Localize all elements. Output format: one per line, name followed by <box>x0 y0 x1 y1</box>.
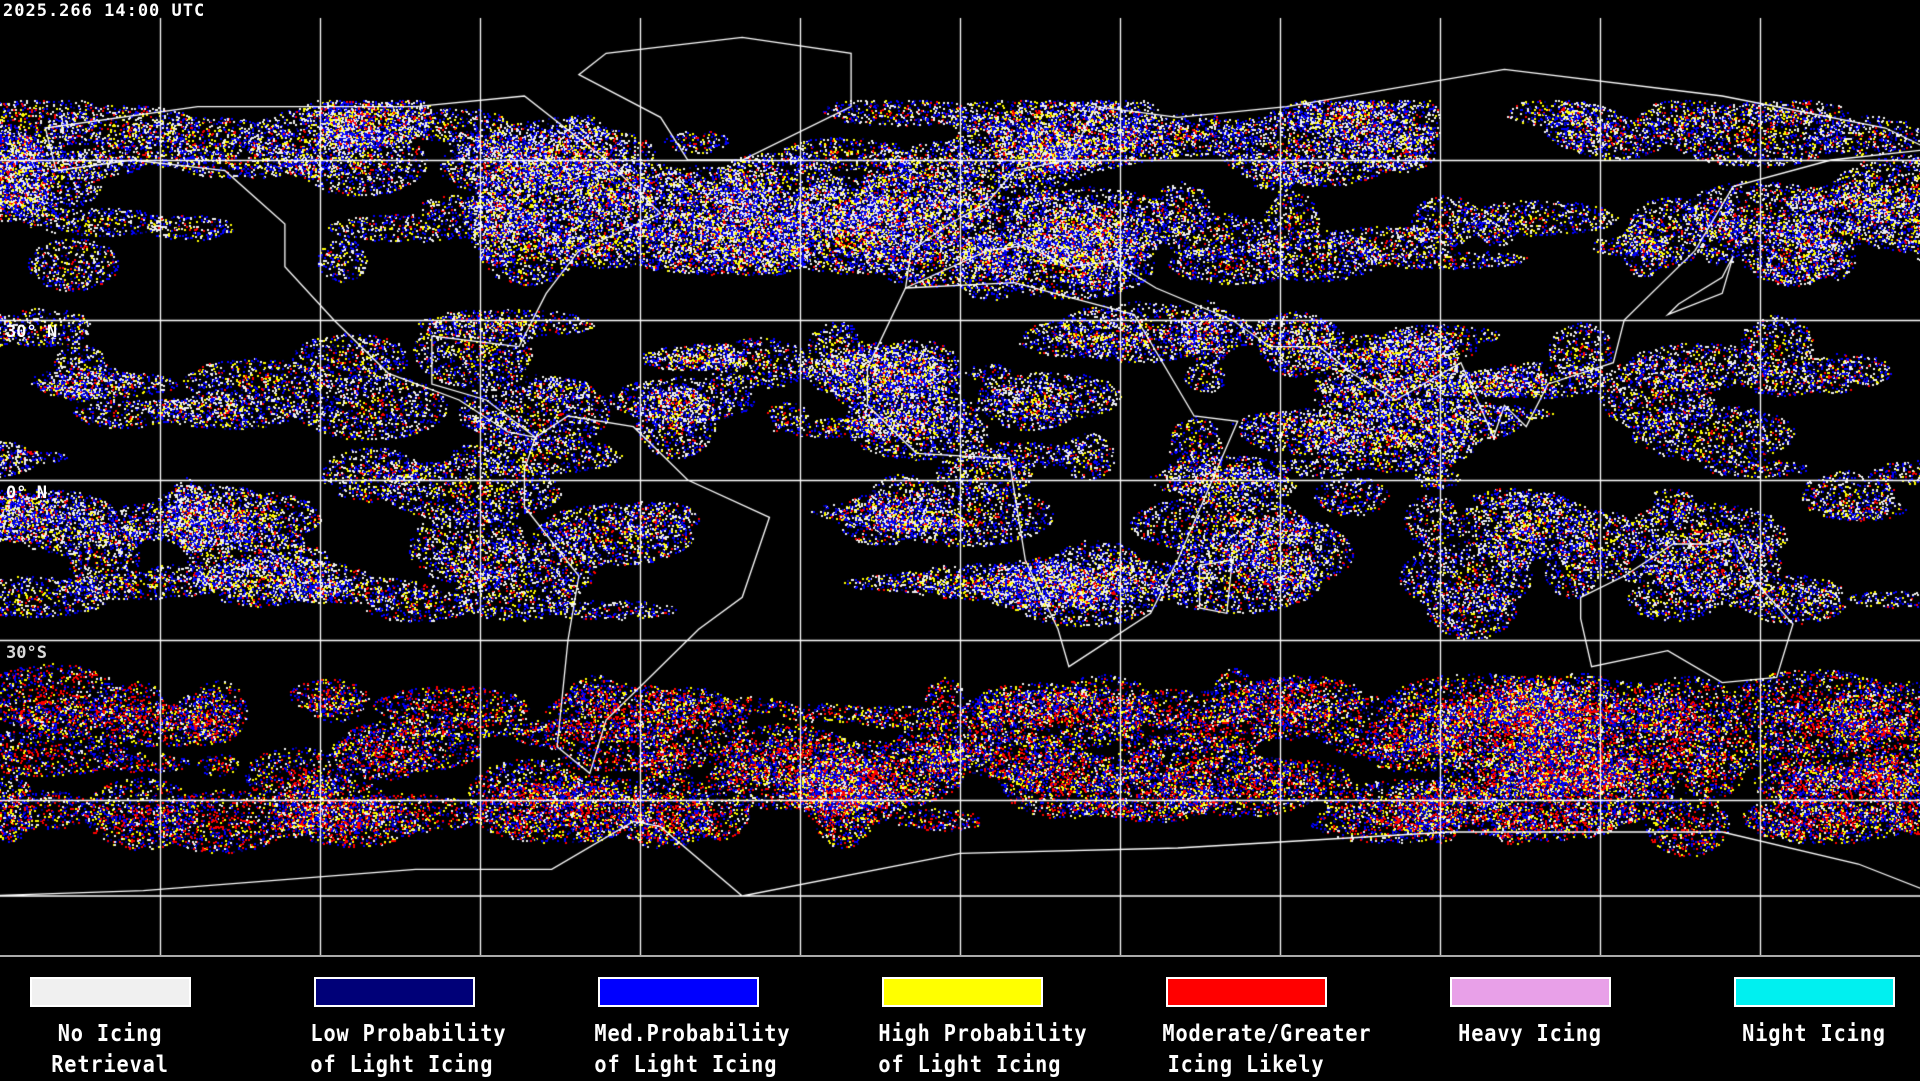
icing-map: 2025.266 14:00 UTC 30° N 0° N 30°S <box>0 0 1920 957</box>
latitude-label-30s: 30°S <box>6 643 47 663</box>
latitude-label-30n: 30° N <box>6 322 58 342</box>
legend-label: Night Icing <box>1742 1021 1886 1047</box>
legend-item-night-icing: Night Icing <box>1719 977 1909 1050</box>
legend-swatch <box>597 977 759 1007</box>
legend-item-low-probability: Low Probability of Light Icing <box>299 977 507 1081</box>
legend-label: Med.Probability of Light Icing <box>594 1021 791 1078</box>
legend-item-med-probability: Med.Probability of Light Icing <box>583 977 791 1081</box>
legend-item-moderate-greater: Moderate/Greater Icing Likely <box>1151 977 1372 1081</box>
legend-swatch <box>313 977 475 1007</box>
legend-swatch <box>881 977 1043 1007</box>
legend-label: High Probability of Light Icing <box>878 1021 1088 1078</box>
legend-swatch <box>1165 977 1327 1007</box>
legend-swatch <box>1449 977 1611 1007</box>
legend-label: Heavy Icing <box>1458 1021 1602 1047</box>
legend-label: Moderate/Greater Icing Likely <box>1162 1021 1372 1078</box>
legend-swatch <box>1733 977 1895 1007</box>
legend-label: Low Probability of Light Icing <box>310 1021 507 1078</box>
legend-item-high-probability: High Probability of Light Icing <box>867 977 1088 1081</box>
legend-item-no-icing: No Icing Retrieval <box>15 977 205 1081</box>
latitude-label-0n: 0° N <box>6 483 47 503</box>
icing-field-canvas <box>0 0 1920 955</box>
legend-label: No Icing Retrieval <box>51 1021 169 1078</box>
legend-item-heavy-icing: Heavy Icing <box>1435 977 1625 1050</box>
timestamp: 2025.266 14:00 UTC <box>3 1 206 21</box>
legend-swatch <box>29 977 191 1007</box>
